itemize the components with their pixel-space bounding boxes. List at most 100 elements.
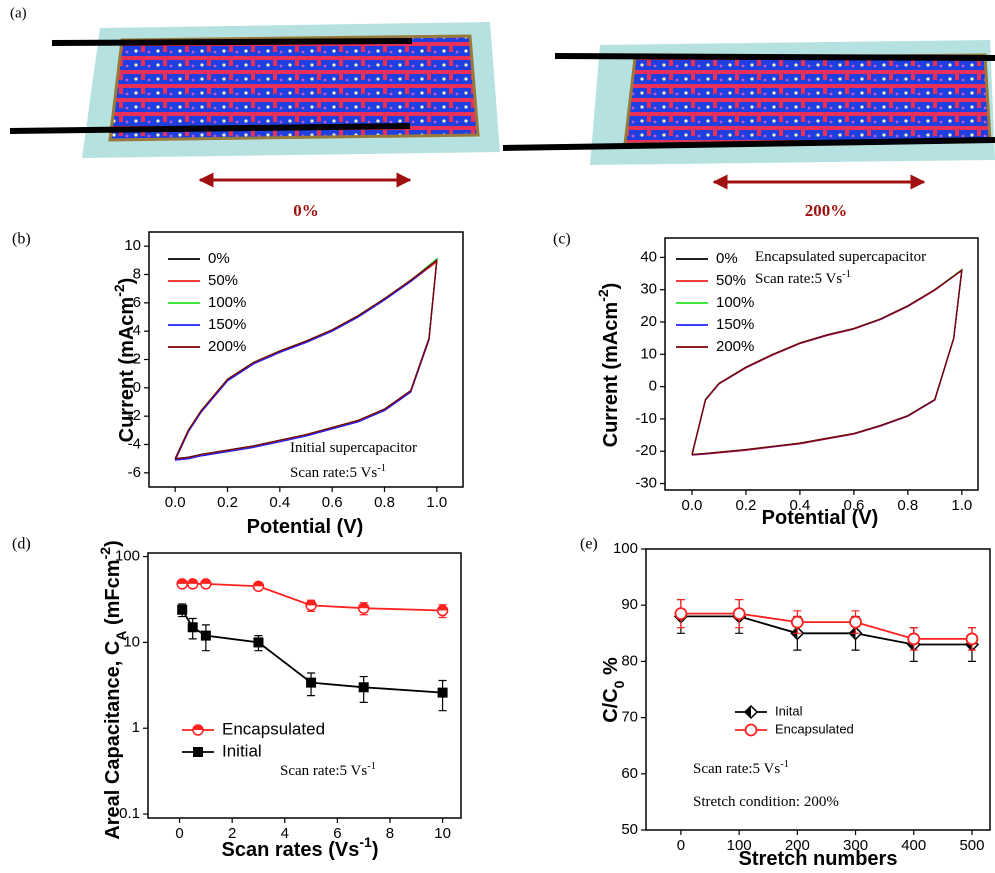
marker <box>437 687 448 698</box>
x-tick-label: 6 <box>333 825 341 842</box>
x-tick-label: 400 <box>901 837 926 854</box>
y-tick-label: 80 <box>621 652 638 669</box>
plot-frame <box>147 552 462 819</box>
plot-frame <box>645 548 991 831</box>
legend-label: 100% <box>208 294 246 311</box>
x-axis-title: Scan rates (Vs-1) <box>222 834 379 862</box>
legend-label: Encapsulated <box>222 719 325 738</box>
chart: (c) 0.0 0.2 0.4 0.6 0.8 1.0 -30 -20 -10 0 10 20 30 40 0… <box>553 231 979 529</box>
marker <box>732 607 746 621</box>
x-tick-label: 0.8 <box>374 494 395 511</box>
marker <box>965 632 979 646</box>
marker-half <box>177 578 188 584</box>
device-illustration <box>502 40 995 165</box>
y-tick-label: 90 <box>621 596 638 613</box>
y-tick-label: -30 <box>635 475 657 492</box>
marker-half <box>200 578 211 584</box>
x-tick-label: 0 <box>175 825 183 842</box>
y-tick-label: 10 <box>123 633 140 650</box>
text-part: Scan rate:5 Vs <box>280 763 367 779</box>
text-part: -1 <box>377 463 386 474</box>
panel-label: (c) <box>553 231 571 248</box>
y-tick-label: -4 <box>128 435 141 452</box>
marker-half <box>745 706 751 718</box>
marker <box>253 637 264 648</box>
strain-label: 0% <box>293 201 319 220</box>
legend-label: 200% <box>716 338 754 355</box>
text-part: Current (mAcm <box>116 297 138 443</box>
y-tick-label: 10 <box>640 345 657 362</box>
marker <box>306 677 317 688</box>
x-tick-label: 2 <box>228 825 236 842</box>
text-part: Initial supercapacitor <box>290 440 417 456</box>
text-part: Stretch numbers <box>739 848 898 870</box>
text-part: Scan rate:5 Vs <box>755 271 842 287</box>
text-part: -1 <box>367 761 376 772</box>
annotation: Scan rate:5 Vs-1 <box>693 759 789 778</box>
x-tick-label: 1.0 <box>951 497 972 514</box>
x-tick-label: 1.0 <box>426 494 447 511</box>
text-part: Areal Capacitance, C <box>102 641 124 840</box>
text-part: ) <box>116 278 138 285</box>
x-tick-label: 0.8 <box>897 497 918 514</box>
text-part: 0 <box>611 680 627 688</box>
x-tick-label: 300 <box>843 837 868 854</box>
x-tick-label: 0.2 <box>736 497 757 514</box>
legend-label: 100% <box>716 294 754 311</box>
text-part: -2 <box>97 547 113 560</box>
x-tick-label: 10 <box>434 825 451 842</box>
marker-half <box>306 600 317 606</box>
y-tick-label: 70 <box>621 709 638 726</box>
text-part: (mFcm <box>102 559 124 630</box>
y-axis-title: Current (mAcm-2) <box>111 278 139 443</box>
text-part: -1 <box>780 759 789 770</box>
annotation: Initial supercapacitor <box>290 440 417 456</box>
y-tick-label: 0 <box>649 378 657 395</box>
annotation: Scan rate:5 Vs-1 <box>755 269 851 288</box>
x-tick-label: 4 <box>281 825 289 842</box>
text-part: Encapsulated supercapacitor <box>755 249 926 265</box>
x-axis-title: Potential (V) <box>762 507 879 529</box>
chart: (d) 0 2 4 6 8 10 0.1 1 10 100 Encapsulated Initial Sc… <box>12 536 462 862</box>
x-tick-label: 0.6 <box>322 494 343 511</box>
y-axis-title: C/C0 % <box>600 657 626 723</box>
text-part: ) <box>600 283 622 290</box>
marker-half <box>253 581 264 587</box>
chart: (b)0.0 0.2 0.4 0.6 0.8 1.0-6-4-202468100%50%1… <box>12 231 464 538</box>
panel-label: (a) <box>10 5 27 21</box>
y-tick-label: 40 <box>640 248 657 265</box>
x-tick-label: 0.0 <box>165 494 186 511</box>
x-tick-label: 0.0 <box>682 497 703 514</box>
marker <box>358 682 369 693</box>
y-tick-label: 60 <box>621 765 638 782</box>
y-tick-label: 6 <box>133 294 141 311</box>
marker-half <box>437 605 448 611</box>
x-tick-label: 8 <box>386 825 394 842</box>
panel-label: (d) <box>12 536 31 553</box>
y-axis-title: Current (mAcm-2) <box>595 283 623 448</box>
plot-frame <box>664 237 979 491</box>
y-tick-label: -20 <box>635 442 657 459</box>
legend-label: Encapsulated <box>775 721 854 736</box>
marker <box>674 607 688 621</box>
cv-curve <box>691 268 963 456</box>
text-part: Scan rate:5 Vs <box>693 761 780 777</box>
cv-curve <box>174 258 438 460</box>
strain-label: 200% <box>805 201 848 220</box>
legend-label: 200% <box>208 338 246 355</box>
marker <box>744 723 758 737</box>
text-part: -2 <box>595 289 611 302</box>
y-tick-label: 10 <box>124 237 141 254</box>
y-tick-label: 1 <box>132 719 140 736</box>
legend-label: Inital <box>775 703 803 718</box>
text-part: C/C <box>600 688 622 722</box>
legend-label: Initial <box>222 741 262 760</box>
text-part: Stretch condition: 200% <box>693 794 839 810</box>
chart: (e) 0 100 200 300 400 500 50 60 70 80 90 100 Inital En… <box>580 536 991 870</box>
legend-label: 150% <box>208 316 246 333</box>
panel-label: (e) <box>580 536 598 553</box>
text-part: -1 <box>842 269 851 280</box>
y-tick-label: -6 <box>128 464 141 481</box>
marker-half <box>358 603 369 609</box>
